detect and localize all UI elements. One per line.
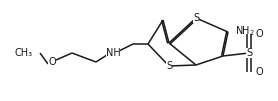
Text: CH₃: CH₃ [15,48,33,58]
Text: S: S [246,48,252,58]
Text: S: S [166,61,172,71]
Text: NH: NH [106,48,120,58]
Text: O: O [255,67,263,77]
Text: O: O [48,57,56,67]
Text: NH$_2$: NH$_2$ [235,24,255,38]
Text: O: O [255,29,263,39]
Text: S: S [193,13,199,23]
